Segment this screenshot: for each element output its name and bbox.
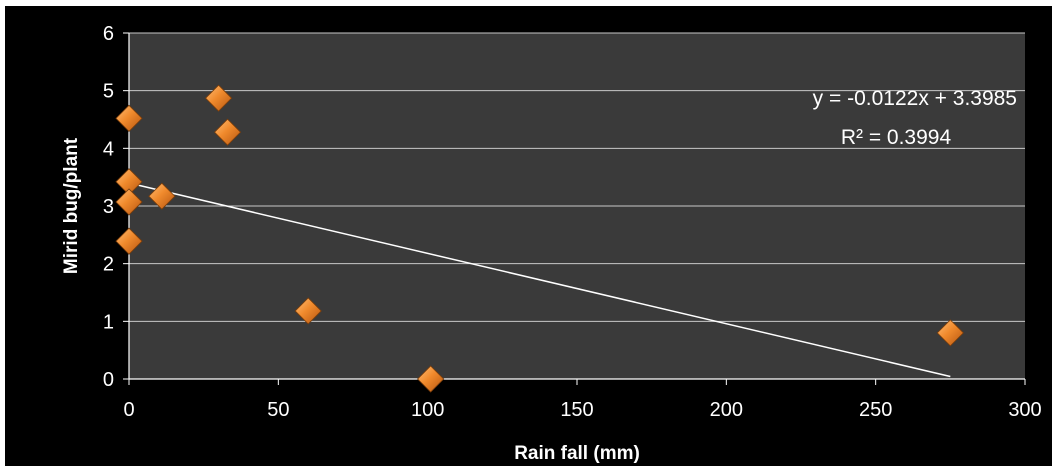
data-point <box>294 297 322 325</box>
data-point <box>205 84 233 112</box>
x-tick-label: 50 <box>267 399 289 421</box>
data-point <box>115 104 143 132</box>
y-tick-label: 3 <box>103 196 114 218</box>
trendline-equation: y = -0.0122x + 3.3985 <box>813 87 1017 110</box>
trendline-r-squared: R² = 0.3994 <box>841 126 952 149</box>
data-point <box>213 118 242 146</box>
x-tick-label: 300 <box>1008 399 1041 421</box>
trendline-layer <box>128 182 951 378</box>
x-tick-label: 150 <box>560 399 593 421</box>
gridlines <box>129 32 1025 322</box>
x-tick-label: 100 <box>411 399 444 421</box>
x-axis-title: Rain fall (mm) <box>514 443 640 464</box>
y-tick-label: 5 <box>103 81 114 103</box>
data-point <box>936 319 964 347</box>
data-point <box>115 227 143 255</box>
trendline <box>128 182 951 378</box>
x-tick-label: 250 <box>859 399 892 421</box>
y-tick-label: 0 <box>103 369 114 391</box>
y-tick-label: 4 <box>103 138 114 160</box>
y-axis-title: Mirid bug/plant <box>61 137 82 274</box>
data-point <box>417 365 445 393</box>
data-points <box>115 84 964 393</box>
x-tick-label: 0 <box>123 399 134 421</box>
y-tick-label: 6 <box>103 23 114 45</box>
y-tick-label: 1 <box>103 311 114 333</box>
x-tick-label: 200 <box>710 399 743 421</box>
y-tick-label: 2 <box>103 254 114 276</box>
data-point <box>115 188 143 216</box>
data-point <box>148 182 176 210</box>
